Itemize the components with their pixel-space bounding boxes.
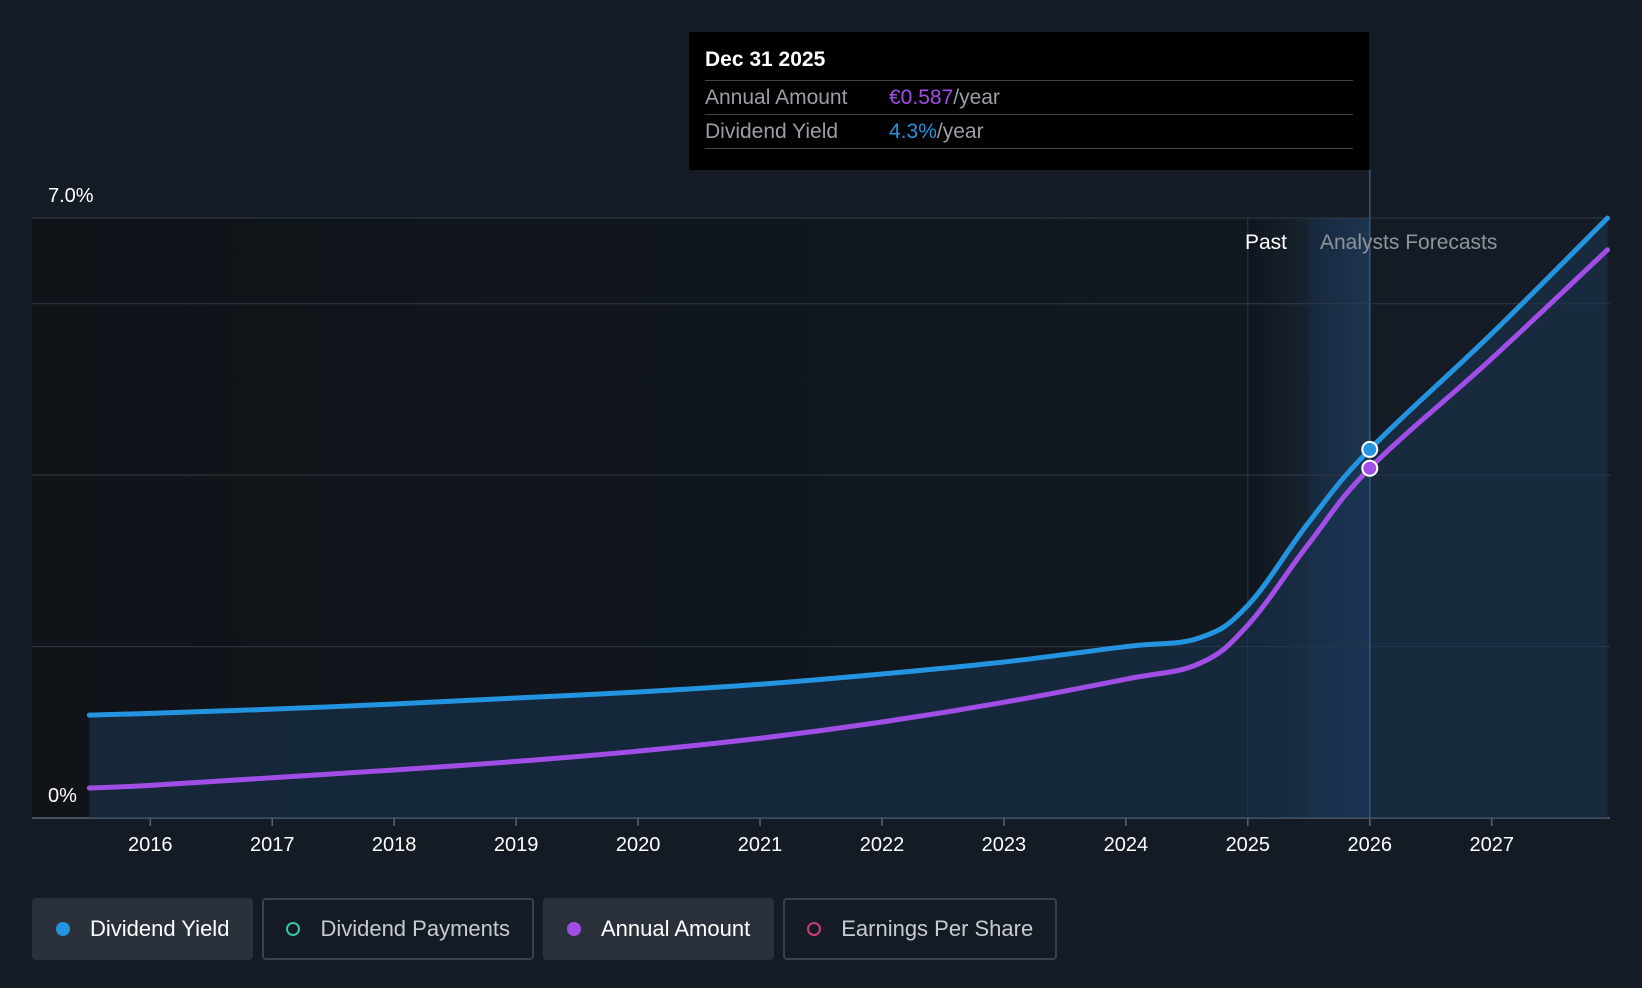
x-tick-label: 2024 bbox=[1104, 834, 1149, 856]
legend-dot-icon bbox=[566, 922, 581, 936]
tooltip-value: 4.3% bbox=[889, 120, 937, 143]
x-tick-label: 2018 bbox=[372, 834, 417, 856]
tooltip-unit: /year bbox=[953, 86, 1000, 109]
y-tick-label: 0% bbox=[48, 785, 77, 807]
legend-ring-icon bbox=[807, 922, 822, 936]
legend-dividend-yield-button[interactable]: Dividend Yield bbox=[32, 898, 254, 960]
tooltip-unit: /year bbox=[936, 120, 984, 143]
legend-annual-amount-button[interactable]: Annual Amount bbox=[542, 898, 775, 960]
tooltip-row-dividend-yield: Dividend Yield 4.3% /year bbox=[705, 115, 1353, 149]
x-tick-label: 2017 bbox=[250, 834, 295, 856]
region-forecast-label: Analysts Forecasts bbox=[1320, 231, 1497, 254]
legend-label: Annual Amount bbox=[600, 916, 751, 941]
legend-earnings-per-share-button[interactable]: Earnings Per Share bbox=[783, 898, 1058, 960]
region-past-label: Past bbox=[1245, 231, 1287, 254]
legend-label: Dividend Yield bbox=[90, 916, 230, 941]
x-tick-label: 2016 bbox=[128, 834, 173, 856]
marker-point-dividend-yield bbox=[1361, 440, 1379, 458]
x-tick-label: 2027 bbox=[1469, 834, 1514, 856]
legend-dividend-payments-button[interactable]: Dividend Payments bbox=[262, 898, 534, 960]
series-line-annual-amount bbox=[86, 247, 1611, 791]
tooltip-key: Dividend Yield bbox=[705, 120, 839, 143]
x-tick-label: 2021 bbox=[738, 834, 783, 856]
x-tick-label: 2020 bbox=[616, 834, 661, 856]
legend: Dividend Yield Dividend Payments Annual … bbox=[32, 898, 1058, 960]
series-line-dividend-yield bbox=[86, 215, 1611, 718]
legend-dot-icon bbox=[56, 922, 70, 936]
tooltip: Dec 31 2025 Annual Amount €0.587 /year D… bbox=[689, 32, 1369, 170]
x-tick-label: 2023 bbox=[982, 834, 1027, 856]
x-tick-label: 2025 bbox=[1226, 834, 1271, 856]
tooltip-row-annual-amount: Annual Amount €0.587 /year bbox=[705, 81, 1353, 115]
dividend-yield-area bbox=[89, 218, 1608, 818]
legend-label: Dividend Payments bbox=[320, 916, 510, 941]
x-tick-label: 2026 bbox=[1348, 834, 1393, 856]
x-tick-label: 2019 bbox=[494, 834, 539, 856]
x-tick-label: 2022 bbox=[860, 834, 905, 856]
tooltip-key: Annual Amount bbox=[705, 86, 848, 109]
marker-point-annual-amount bbox=[1361, 459, 1379, 477]
tooltip-value: €0.587 bbox=[889, 86, 954, 109]
legend-ring-icon bbox=[286, 922, 301, 936]
y-tick-label: 7.0% bbox=[48, 185, 94, 207]
tooltip-date: Dec 31 2025 bbox=[705, 46, 1353, 81]
legend-label: Earnings Per Share bbox=[841, 916, 1034, 941]
